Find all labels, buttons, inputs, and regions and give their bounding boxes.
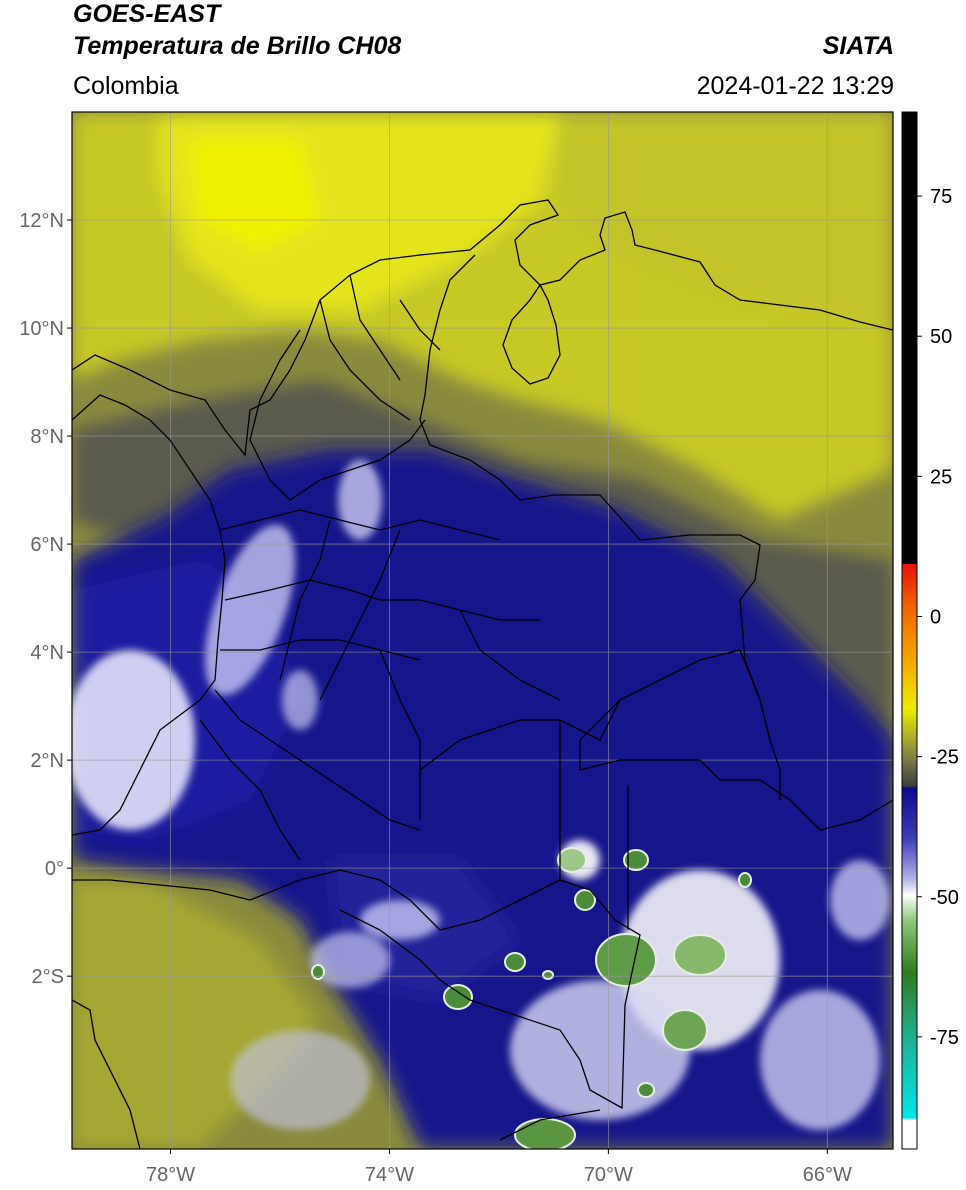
colorbar-tick-label: -25 (930, 747, 959, 769)
colorbar-tick-label: 50 (930, 326, 952, 348)
colorbar-tick-label: -75 (930, 1027, 959, 1049)
colorbar-gradient (901, 111, 918, 1150)
lat-tick-label: 10°N (19, 318, 64, 340)
map-frame (71, 111, 894, 1150)
satellite-title: GOES-EAST (73, 0, 221, 28)
colorbar-tick-label: 75 (930, 186, 952, 208)
lon-tick-label: 66°W (803, 1164, 852, 1186)
colorbar-tick-label: 25 (930, 466, 952, 488)
colorbar-ticks: 75 50 25 0 -25 -50 -75 (917, 186, 959, 1049)
lat-tick-label: 2°S (32, 966, 64, 988)
colorbar: 75 50 25 0 -25 -50 -75 (901, 111, 959, 1150)
gridlines (72, 112, 893, 1149)
datetime-label: 2024-01-22 13:29 (696, 72, 894, 100)
agency-label: SIATA (822, 32, 894, 60)
lat-tick-label: 6°N (30, 534, 64, 556)
lat-tick-label: 2°N (30, 750, 64, 772)
lon-tick-label: 74°W (365, 1164, 414, 1186)
lat-tick-label: 12°N (19, 210, 64, 232)
coastlines-borders (72, 199, 893, 1149)
lon-tick-label: 70°W (584, 1164, 633, 1186)
lat-tick-label: 4°N (30, 642, 64, 664)
product-title: Temperatura de Brillo CH08 (73, 32, 402, 60)
latitude-axis: 12°N 10°N 8°N 6°N 4°N 2°N 0° 2°S (19, 210, 72, 988)
colorbar-tick-label: 0 (930, 606, 941, 628)
satellite-imagery (72, 112, 893, 1149)
colorbar-tick-label: -50 (930, 887, 959, 909)
lat-tick-label: 0° (45, 858, 64, 880)
lat-tick-label: 8°N (30, 426, 64, 448)
longitude-axis: 78°W 74°W 70°W 66°W (146, 1149, 852, 1186)
lon-tick-label: 78°W (146, 1164, 195, 1186)
region-label: Colombia (73, 72, 179, 100)
